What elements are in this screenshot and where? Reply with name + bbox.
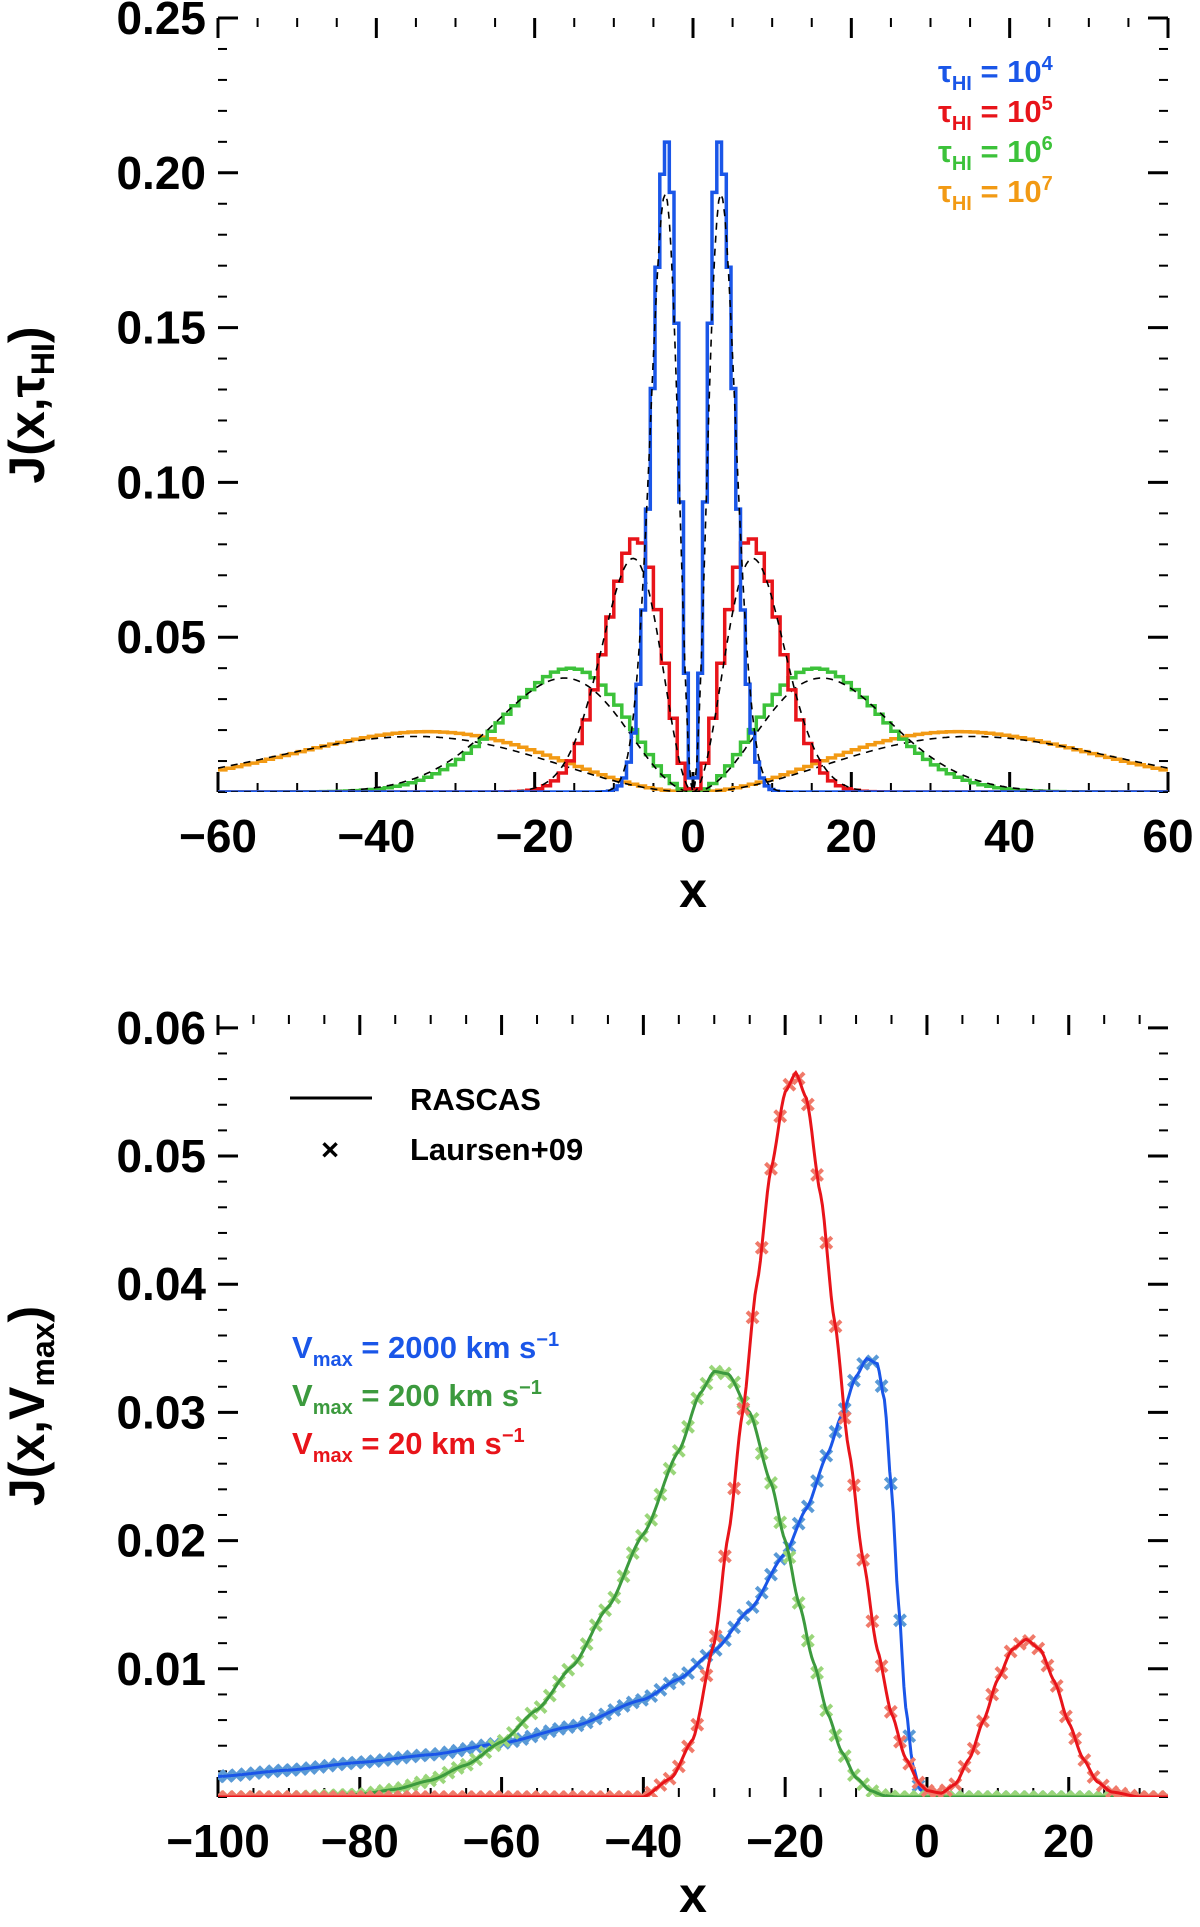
- x-tick-label: −20: [496, 810, 574, 862]
- legend-symbol: τ: [938, 174, 952, 209]
- line-dgreen: [218, 1369, 1168, 1797]
- legend-subscript: HI: [952, 73, 972, 95]
- legend-superscript: −1: [502, 1425, 525, 1447]
- plot-area-top: [218, 140, 1168, 792]
- legend-superscript: −1: [519, 1377, 542, 1399]
- legend-superscript: 4: [1042, 53, 1054, 75]
- y-axis-title-main: J(x,V: [0, 1386, 55, 1506]
- y-tick-label: 0.04: [116, 1258, 206, 1310]
- y-tick-label: 0.15: [116, 302, 206, 354]
- x-tick-label: 60: [1142, 810, 1193, 862]
- y-axis-title: J(x,τHI): [0, 326, 61, 483]
- panel-top: −60 −40 −20 0 20 40 60 0.05 0.10 0.15 0.20 0.25 x J(x…: [0, 0, 1194, 918]
- x-tick-label: 0: [914, 1815, 940, 1867]
- line-red: [218, 1070, 1168, 1797]
- legend-entry-blue: Vmax = 2000 km s−1: [292, 1329, 559, 1371]
- legend-subscript: HI: [952, 113, 972, 135]
- legend-equation: = 2000 km s: [353, 1330, 537, 1365]
- y-tick-label: 0.03: [116, 1386, 206, 1438]
- legend-subscript: max: [313, 1445, 353, 1467]
- y-tick-label: 0.01: [116, 1643, 206, 1695]
- y-tick-label: 0.05: [116, 1130, 206, 1182]
- y-axis-title-close: ): [0, 1306, 55, 1323]
- histogram-orange: [218, 729, 1168, 792]
- y-axis-title: J(x,Vmax): [0, 1306, 61, 1506]
- style-legend-rascas: RASCAS: [410, 1082, 541, 1117]
- y-tick-label: 0.20: [116, 147, 206, 199]
- legend-entry-red: Vmax = 20 km s−1: [292, 1425, 525, 1467]
- legend-superscript: −1: [536, 1329, 559, 1351]
- marker-red: [1160, 1790, 1168, 1797]
- line-blue: [218, 1356, 1168, 1797]
- y-axis-title-main: J(x,τ: [0, 375, 55, 483]
- legend-symbol: τ: [938, 94, 952, 129]
- panel-bottom: −100 −80 −60 −40 −20 0 20 0.01 0.02 0.03 0.04 0.05 0…: [0, 1002, 1168, 1923]
- legend-superscript: 5: [1042, 93, 1053, 115]
- legend-equation: = 20 km s: [353, 1426, 502, 1461]
- y-axis-title-sub: HI: [25, 343, 61, 375]
- legend-superscript: 6: [1042, 133, 1053, 155]
- x-tick-label: −60: [179, 810, 257, 862]
- y-tick-label: 0.02: [116, 1515, 206, 1567]
- legend-superscript: 7: [1042, 173, 1053, 195]
- legend-equation: = 10: [972, 94, 1042, 129]
- legend-entry-blue: τHI = 104: [938, 53, 1054, 95]
- legend-entry-green: τHI = 106: [938, 133, 1053, 175]
- legend-entry-orange: τHI = 107: [938, 173, 1053, 215]
- style-legend-marker: ×: [321, 1132, 339, 1167]
- x-tick-label: −100: [166, 1815, 270, 1867]
- x-tick-label: −40: [604, 1815, 682, 1867]
- legend-symbol: V: [292, 1378, 313, 1413]
- y-axis-title-close: ): [0, 326, 55, 343]
- x-tick-label: 40: [984, 810, 1035, 862]
- x-tick-label: −60: [463, 1815, 541, 1867]
- x-tick-label: 20: [1043, 1815, 1094, 1867]
- marker-red: [635, 1790, 649, 1797]
- x-tick-label: −80: [321, 1815, 399, 1867]
- x-axis-title: x: [679, 862, 707, 918]
- legend-symbol: V: [292, 1330, 313, 1365]
- analytic-curve-green: [218, 677, 1168, 792]
- y-tick-label: 0.06: [116, 1002, 206, 1054]
- plot-area-bottom: [218, 1070, 1168, 1797]
- legend-entry-dgreen: Vmax = 200 km s−1: [292, 1377, 542, 1419]
- x-tick-label: 0: [680, 810, 706, 862]
- y-tick-label: 0.10: [116, 456, 206, 508]
- x-axis-title: x: [679, 1867, 707, 1923]
- legend-symbol: τ: [938, 54, 952, 89]
- y-axis-title-sub: max: [25, 1322, 61, 1386]
- style-legend-laursen: Laursen+09: [410, 1132, 583, 1167]
- legend-symbol: V: [292, 1426, 313, 1461]
- legend-subscript: HI: [952, 193, 972, 215]
- y-tick-label: 0.05: [116, 611, 206, 663]
- legend-subscript: max: [313, 1349, 353, 1371]
- legend-equation: = 10: [972, 54, 1042, 89]
- legend-equation: = 200 km s: [353, 1378, 519, 1413]
- analytic-curve-orange: [218, 735, 1168, 792]
- legend-symbol: τ: [938, 134, 952, 169]
- legend-equation: = 10: [972, 134, 1042, 169]
- legend-equation: = 10: [972, 174, 1042, 209]
- y-tick-label: 0.25: [116, 0, 206, 44]
- legend-entry-red: τHI = 105: [938, 93, 1053, 135]
- x-tick-label: 20: [826, 810, 877, 862]
- legend-subscript: HI: [952, 153, 972, 175]
- histogram-blue: [218, 140, 1168, 792]
- x-tick-label: −20: [746, 1815, 824, 1867]
- x-tick-label: −40: [337, 810, 415, 862]
- legend-subscript: max: [313, 1397, 353, 1419]
